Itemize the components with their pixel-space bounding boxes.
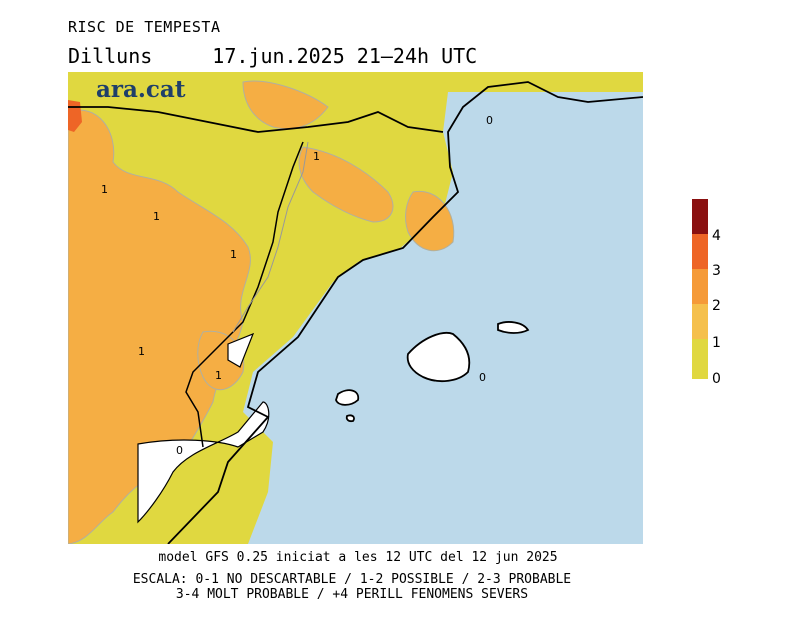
legend-label-3: 3 (712, 263, 721, 279)
island-ibiza (335, 389, 360, 406)
contour-label: 0 (479, 371, 486, 384)
risk-zone-central (298, 146, 394, 223)
risk-zone-north (242, 80, 329, 130)
contour-label: 1 (313, 150, 320, 163)
contour-label: 1 (138, 345, 145, 358)
contour-label: 1 (153, 210, 160, 223)
scale-caption-line1: ESCALA: 0-1 NO DESCARTABLE / 1-2 POSSIBL… (132, 572, 572, 587)
chart-title: RISC DE TEMPESTA (68, 18, 221, 36)
island-menorca (497, 321, 530, 334)
contour-label: 0 (486, 114, 493, 127)
legend-swatch-2 (692, 304, 708, 339)
legend-swatch-3 (692, 269, 708, 304)
coastline (167, 81, 643, 544)
legend-swatch-top (692, 199, 708, 234)
risk-zone-3-4 (68, 100, 82, 132)
datetime-label: 17.jun.2025 21–24h UTC (212, 44, 478, 68)
border-region (185, 141, 304, 448)
model-caption: model GFS 0.25 iniciat a les 12 UTC del … (158, 550, 558, 565)
contour-label: 0 (176, 444, 183, 457)
legend-label-2: 2 (712, 298, 721, 314)
low-risk-south (137, 401, 270, 524)
sea-area (243, 92, 643, 544)
border-line (68, 106, 444, 133)
chart-subtitle: Dilluns 17.jun.2025 21–24h UTC (68, 44, 477, 68)
border-inner (232, 141, 309, 333)
contour-label: 1 (215, 369, 222, 382)
legend-label-4: 4 (712, 228, 721, 244)
day-label: Dilluns (68, 44, 153, 68)
legend-label-1: 1 (712, 335, 721, 351)
legend-swatch-1 (692, 339, 708, 379)
contour-label: 1 (101, 183, 108, 196)
island-formentera (345, 414, 355, 423)
island-mallorca (406, 332, 471, 383)
araat-logo: ara.cat (96, 76, 186, 103)
scale-caption-line2: 3-4 MOLT PROBABLE / +4 PERILL FENOMENS S… (175, 587, 529, 602)
islands (335, 321, 530, 423)
legend-swatch-4 (692, 234, 708, 269)
low-risk-delta (227, 332, 255, 368)
storm-risk-map (68, 72, 643, 544)
contour-label: 1 (230, 248, 237, 261)
low-risk-areas (137, 332, 270, 524)
legend-label-0: 0 (712, 371, 721, 387)
